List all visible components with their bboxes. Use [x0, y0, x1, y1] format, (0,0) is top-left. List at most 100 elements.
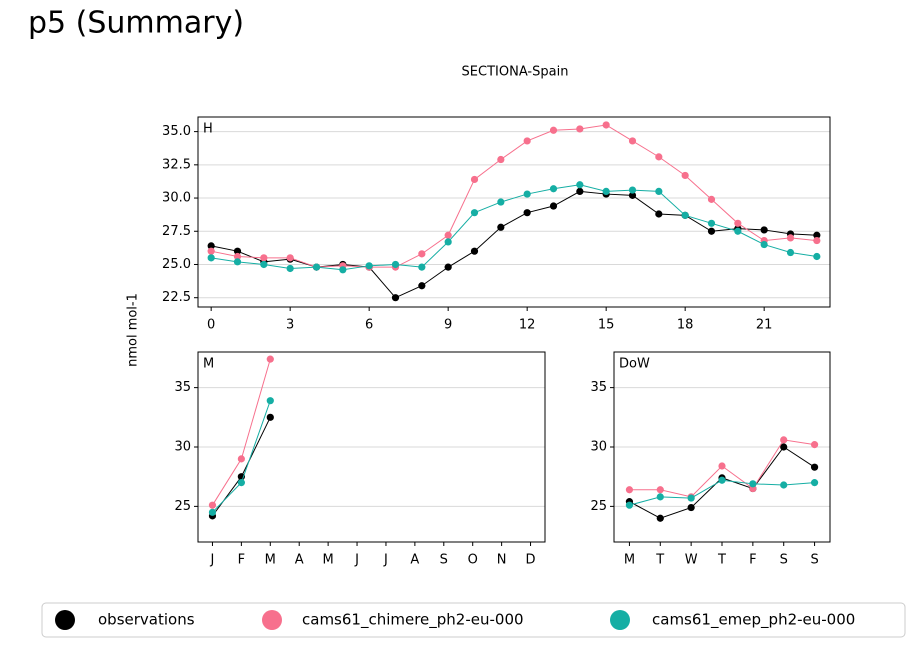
- point: [444, 263, 452, 271]
- point: [734, 227, 742, 235]
- point: [718, 462, 726, 470]
- x-tick-label: 9: [444, 318, 452, 333]
- x-tick-label: M: [323, 553, 334, 568]
- point: [208, 508, 217, 516]
- point: [576, 181, 584, 189]
- point: [266, 413, 274, 421]
- x-tick-label: W: [685, 553, 698, 568]
- point: [549, 185, 558, 193]
- point: [237, 455, 245, 463]
- point: [549, 126, 558, 134]
- point: [576, 187, 584, 196]
- point: [207, 254, 215, 262]
- point: [810, 463, 819, 471]
- x-tick-label: 12: [519, 318, 536, 333]
- x-tick-label: M: [265, 553, 276, 568]
- legend-marker: [610, 610, 630, 630]
- legend-box: [41, 602, 906, 638]
- point: [656, 514, 664, 522]
- point: [780, 436, 788, 444]
- point: [681, 171, 689, 180]
- point: [813, 236, 821, 245]
- point: [625, 501, 634, 509]
- point: [523, 137, 531, 145]
- point: [208, 501, 217, 509]
- panel-label: DoW: [619, 357, 650, 372]
- point: [602, 121, 610, 129]
- point: [749, 480, 757, 488]
- y-tick-label: 30.0: [162, 191, 191, 206]
- point: [655, 153, 663, 161]
- legend-marker: [262, 610, 282, 630]
- point: [497, 223, 505, 231]
- point: [707, 227, 716, 235]
- point: [628, 137, 637, 145]
- plot-frame: [197, 351, 546, 543]
- point: [786, 234, 795, 242]
- point: [207, 247, 215, 255]
- y-tick-label: 30: [174, 440, 191, 455]
- point: [760, 226, 768, 234]
- point: [786, 248, 795, 257]
- point: [810, 479, 819, 487]
- point: [444, 238, 452, 246]
- point: [339, 266, 347, 274]
- point: [681, 211, 689, 219]
- point: [760, 240, 768, 249]
- point: [233, 252, 242, 261]
- chart-title: SECTIONA-Spain: [462, 65, 569, 80]
- point: [266, 355, 274, 363]
- point: [470, 247, 479, 255]
- y-tick-label: 25: [174, 499, 191, 514]
- x-tick-label: O: [468, 553, 478, 568]
- point: [391, 294, 400, 302]
- x-tick-label: S: [440, 553, 448, 568]
- point: [687, 503, 695, 512]
- point: [625, 486, 634, 494]
- plot-frame: [197, 116, 831, 308]
- point: [549, 202, 558, 210]
- point: [497, 198, 505, 206]
- point: [656, 486, 664, 494]
- y-axis-label: nmol mol-1: [126, 293, 141, 367]
- series-line: [211, 124, 817, 268]
- y-tick-label: 35: [174, 380, 191, 395]
- point: [734, 219, 742, 227]
- legend-label: observations: [98, 611, 195, 629]
- point: [444, 231, 452, 239]
- point: [497, 155, 505, 164]
- x-tick-label: 18: [677, 318, 694, 333]
- x-tick-label: 15: [598, 318, 615, 333]
- x-tick-label: M: [624, 553, 635, 568]
- y-tick-label: 25: [590, 499, 607, 514]
- x-tick-label: F: [749, 553, 756, 568]
- point: [655, 187, 663, 196]
- point: [266, 397, 274, 405]
- point: [286, 264, 294, 273]
- x-tick-label: 21: [756, 318, 773, 333]
- x-tick-label: J: [210, 553, 215, 568]
- y-tick-label: 32.5: [162, 157, 191, 172]
- x-tick-label: J: [383, 553, 388, 568]
- point: [707, 195, 716, 203]
- point: [470, 209, 479, 217]
- point: [655, 210, 663, 218]
- plot-frame: [613, 351, 831, 543]
- x-tick-label: S: [810, 553, 818, 568]
- point: [260, 260, 268, 269]
- x-tick-label: 3: [286, 318, 294, 333]
- point: [418, 263, 426, 271]
- point: [576, 125, 584, 133]
- point: [418, 282, 426, 290]
- legend-label: cams61_chimere_ph2-eu-000: [302, 611, 524, 630]
- point: [656, 493, 664, 501]
- point: [207, 242, 215, 250]
- point: [286, 254, 294, 262]
- x-tick-label: 6: [365, 318, 373, 333]
- point: [470, 175, 479, 184]
- point: [260, 254, 268, 262]
- y-tick-label: 30: [590, 440, 607, 455]
- point: [233, 258, 242, 266]
- point: [780, 443, 788, 451]
